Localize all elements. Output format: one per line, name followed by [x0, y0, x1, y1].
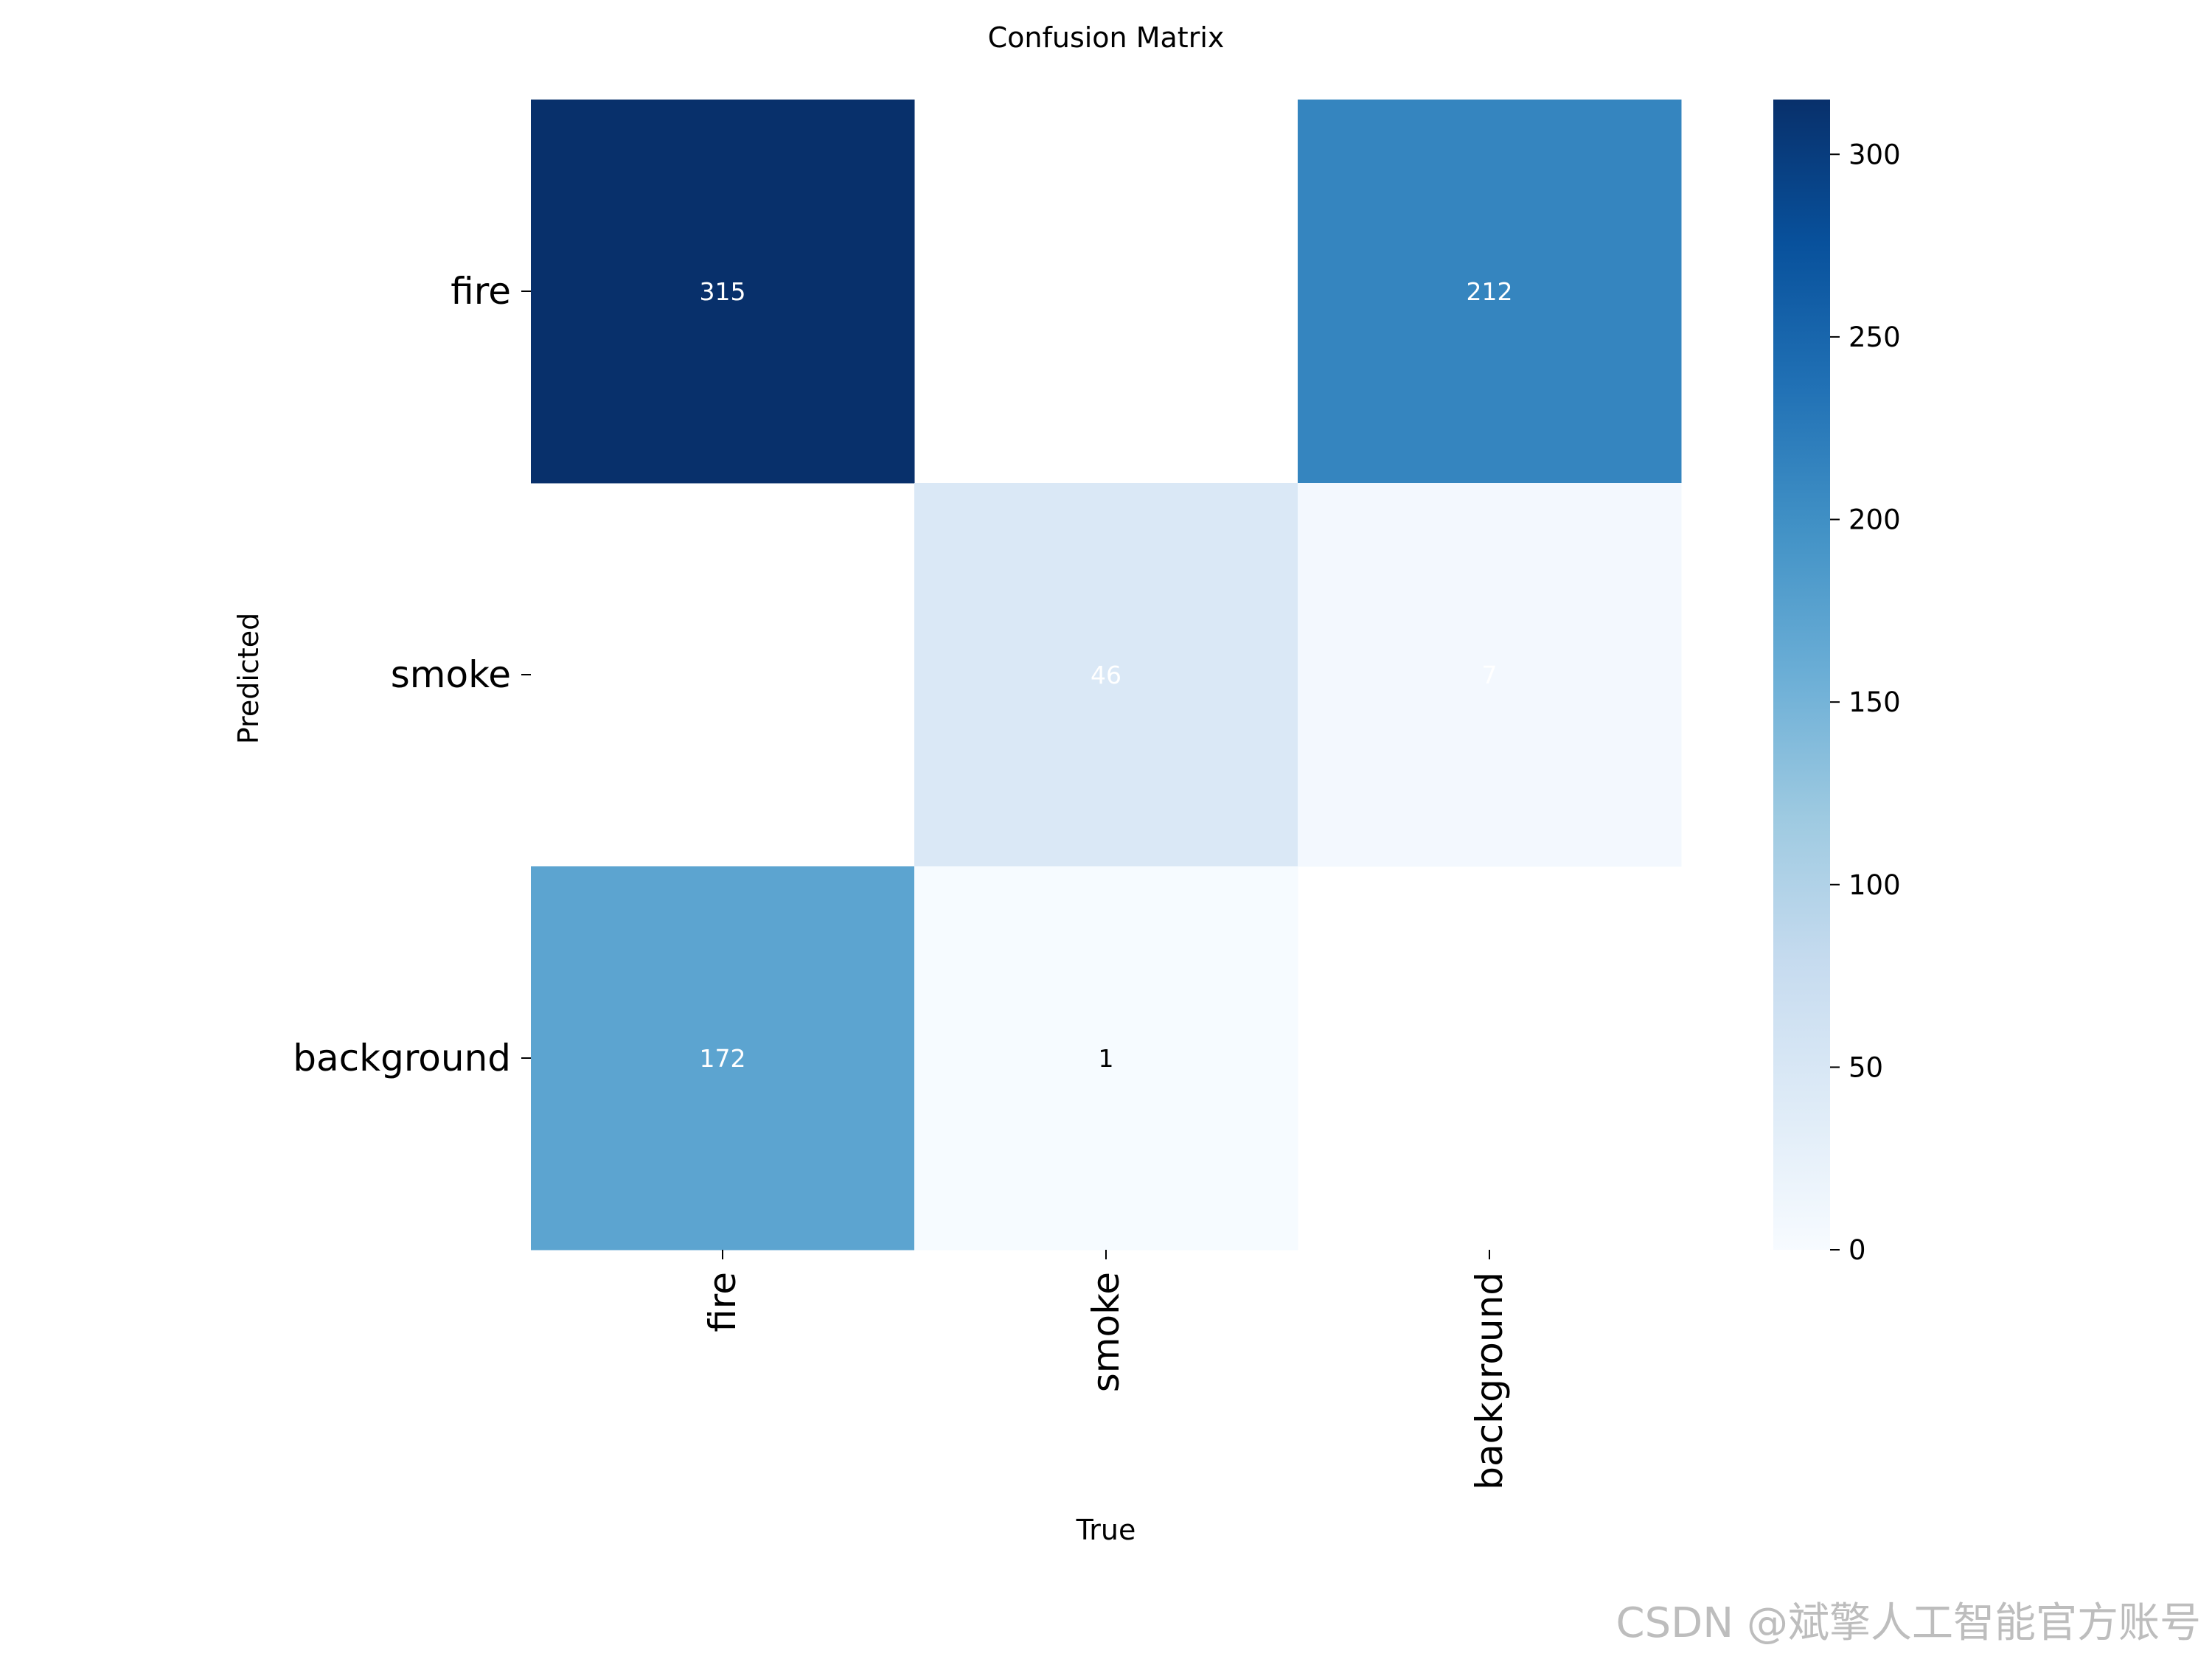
colorbar-tick-label: 300	[1848, 139, 1901, 170]
y-tick-label: smoke	[391, 653, 511, 696]
y-axis-ticks: fire smoke background	[293, 270, 531, 1079]
x-tick-label: background	[1468, 1272, 1511, 1490]
heatmap-cell	[531, 866, 915, 1251]
colorbar	[1773, 100, 1830, 1250]
chart-title: Confusion Matrix	[988, 21, 1225, 54]
y-tick-label: fire	[451, 270, 511, 313]
watermark-text: CSDN @斌擎人工智能官方账号	[1616, 1599, 2201, 1647]
colorbar-gradient	[1773, 100, 1830, 1250]
heatmap-cell	[914, 483, 1298, 867]
heatmap-cell	[1298, 483, 1682, 867]
colorbar-tick-label: 100	[1848, 869, 1901, 901]
x-tick-label: smoke	[1085, 1272, 1127, 1392]
colorbar-tick-label: 250	[1848, 321, 1901, 353]
colorbar-tick-label: 150	[1848, 686, 1901, 718]
cell-value-label: 315	[700, 277, 746, 306]
cell-value-label: 1	[1099, 1044, 1114, 1073]
heatmap-cell	[1298, 100, 1682, 484]
x-tick-label: fire	[701, 1272, 744, 1332]
colorbar-tick-label: 0	[1848, 1234, 1866, 1266]
y-axis-label: Predicted	[232, 613, 265, 744]
y-tick-label: background	[293, 1037, 511, 1079]
cell-value-label: 46	[1091, 661, 1121, 689]
heatmap-cells	[531, 100, 1682, 1251]
colorbar-tick-label: 200	[1848, 504, 1901, 536]
cell-value-label: 172	[700, 1044, 746, 1073]
heatmap-cell	[531, 100, 915, 484]
heatmap-cell	[914, 866, 1298, 1251]
cell-value-label: 7	[1482, 661, 1498, 689]
cell-value-label: 212	[1467, 277, 1513, 306]
x-axis-ticks: fire smoke background	[701, 1250, 1511, 1490]
colorbar-ticks: 0 50 100 150 200 250 300	[1830, 139, 1901, 1266]
heatmap-cell-labels: 315 212 46 7 172 1	[700, 277, 1513, 1073]
x-axis-label: True	[1076, 1514, 1136, 1546]
colorbar-tick-label: 50	[1848, 1051, 1883, 1083]
